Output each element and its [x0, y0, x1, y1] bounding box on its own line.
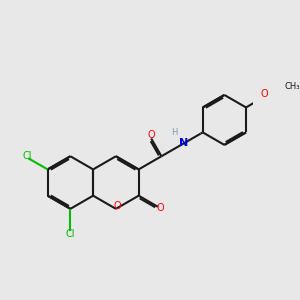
Text: Cl: Cl [66, 229, 75, 239]
Text: O: O [113, 201, 121, 211]
Text: Cl: Cl [22, 151, 32, 161]
Text: CH₃: CH₃ [285, 82, 300, 91]
Text: O: O [147, 130, 155, 140]
Text: O: O [261, 88, 268, 99]
Text: H: H [171, 128, 177, 137]
Text: N: N [178, 138, 188, 148]
Text: O: O [156, 203, 164, 213]
